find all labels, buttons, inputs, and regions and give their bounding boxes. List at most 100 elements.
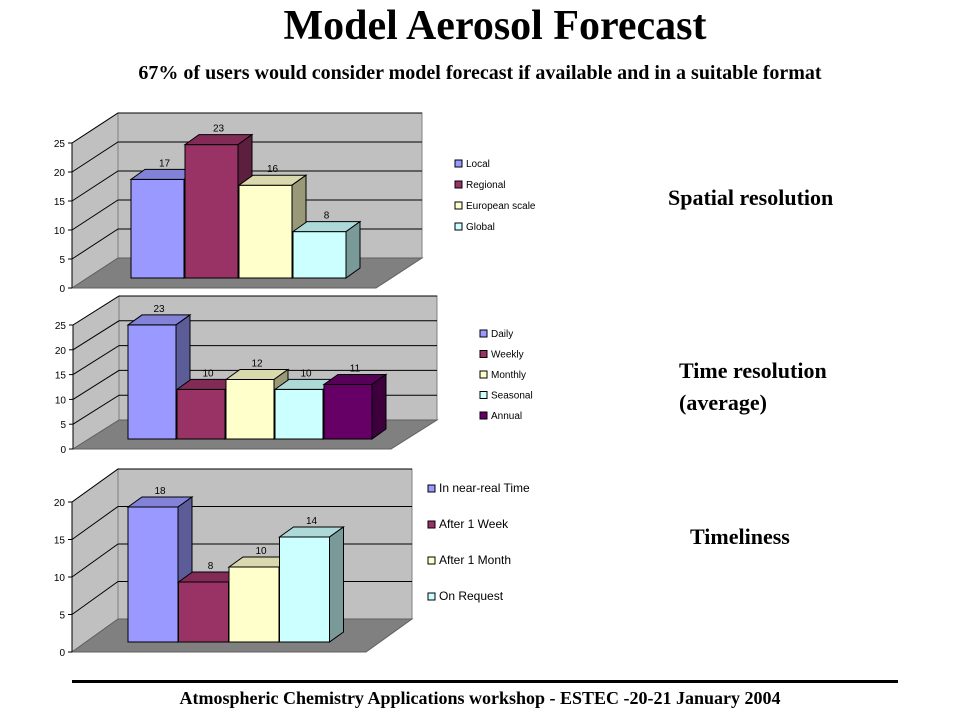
legend-swatch: [427, 484, 436, 493]
legend-swatch: [427, 592, 436, 601]
y-tick-label: 15: [54, 197, 66, 208]
legend-swatch: [479, 370, 488, 379]
time-resolution-label-line1: Time resolution: [679, 358, 827, 383]
footer-divider: [72, 680, 898, 683]
legend-item: After 1 Week: [427, 517, 509, 531]
y-tick-label: 20: [55, 346, 67, 357]
legend-label: Monthly: [491, 370, 526, 381]
y-tick-label: 0: [59, 284, 65, 295]
data-label: 23: [153, 304, 165, 315]
bar-front: [228, 566, 280, 643]
y-tick-label: 25: [54, 139, 66, 150]
data-label: 18: [154, 486, 166, 497]
gridline: [71, 199, 422, 231]
legend-item: European scale: [454, 201, 536, 212]
legend-item: On Request: [427, 589, 504, 603]
data-label: 16: [267, 164, 279, 175]
y-tick-label: 20: [54, 498, 66, 509]
legend-item: Seasonal: [479, 391, 533, 402]
legend-label: Regional: [466, 180, 505, 191]
y-tick-label: 15: [55, 371, 67, 382]
gridline: [71, 506, 412, 540]
footer-text: Atmospheric Chemistry Applications works…: [179, 688, 781, 708]
time-resolution-label-line2: (average): [679, 390, 767, 415]
chart-3: 0 5 10 15 20 18 8 10 14 In near-real Time After 1 …: [54, 468, 530, 659]
data-label: 10: [202, 368, 214, 379]
legend-label: After 1 Month: [439, 553, 511, 567]
y-tick-label: 5: [59, 611, 65, 622]
bar-front: [274, 388, 324, 440]
legend-item: Daily: [479, 329, 513, 340]
bar-global: 8: [291, 211, 362, 279]
bar-front: [178, 581, 229, 643]
legend-item: After 1 Month: [427, 553, 511, 567]
y-tick-label: 10: [54, 226, 66, 237]
page-title: Model Aerosol Forecast: [283, 3, 707, 49]
gridline: [71, 141, 422, 173]
legend-swatch: [454, 222, 463, 231]
legend-label: Seasonal: [491, 391, 533, 402]
legend-label: On Request: [439, 589, 504, 603]
legend-swatch: [454, 201, 463, 210]
data-label: 14: [306, 516, 318, 527]
legend-label: Global: [466, 222, 495, 233]
gridline: [71, 468, 412, 503]
gridline: [71, 112, 422, 144]
chart-1: 0 5 10 15 20 25 17 23 16 8 Local Regional European s…: [54, 112, 536, 295]
bar-front: [130, 178, 185, 279]
gridline: [72, 369, 437, 400]
legend-item: Regional: [454, 180, 505, 191]
legend-swatch: [479, 350, 488, 358]
bar-on-request: 14: [277, 516, 346, 643]
bar-front: [292, 231, 347, 279]
legend-swatch: [427, 556, 436, 565]
bar-monthly: 12: [224, 358, 290, 440]
legend-item: Weekly: [479, 350, 524, 361]
gridline: [71, 170, 422, 202]
data-label: 10: [255, 546, 267, 557]
y-tick-label: 25: [55, 321, 67, 332]
bar-charts: 0 5 10 15 20 25 17 23 16 8 Local Regional European s…: [54, 112, 536, 659]
bar-front: [127, 324, 177, 440]
bar-side: [329, 526, 344, 643]
y-tick-label: 20: [54, 168, 66, 179]
y-tick-label: 5: [59, 255, 65, 266]
data-label: 12: [251, 358, 263, 369]
legend-swatch: [427, 520, 436, 529]
bar-side: [371, 373, 387, 440]
data-label: 10: [300, 368, 312, 379]
legend-swatch: [454, 159, 463, 168]
bar-front: [225, 378, 275, 440]
gridline: [72, 295, 437, 326]
y-tick-label: 0: [59, 648, 65, 659]
legend-swatch: [479, 391, 488, 399]
data-label: 11: [350, 363, 361, 374]
legend-label: In near-real Time: [439, 481, 530, 495]
y-tick-label: 15: [54, 536, 66, 547]
timeliness-label: Timeliness: [690, 524, 790, 549]
bar-front: [176, 388, 226, 440]
legend-item: Annual: [479, 411, 522, 422]
y-tick-label: 10: [55, 395, 67, 406]
page-subtitle: 67% of users would consider model foreca…: [138, 62, 822, 84]
legend-swatch: [454, 180, 463, 189]
gridline: [72, 345, 437, 376]
y-tick-label: 10: [54, 573, 66, 584]
legend-item: Local: [454, 159, 490, 170]
legend-label: European scale: [466, 201, 536, 212]
legend-label: Annual: [491, 411, 522, 422]
bar-front: [323, 383, 373, 440]
bar-annual: 11: [322, 363, 388, 440]
y-tick-label: 5: [60, 420, 66, 431]
y-tick-label: 0: [60, 445, 66, 456]
bar-front: [184, 144, 239, 279]
bar-front: [127, 506, 179, 643]
time-resolution-label: Time resolution (average): [679, 355, 827, 419]
legend-swatch: [479, 411, 488, 420]
data-label: 23: [213, 124, 225, 135]
gridline: [72, 320, 437, 351]
legend-item: Global: [454, 222, 495, 233]
legend-label: Weekly: [491, 350, 524, 361]
data-label: 8: [324, 211, 330, 222]
bar-side: [345, 220, 361, 279]
